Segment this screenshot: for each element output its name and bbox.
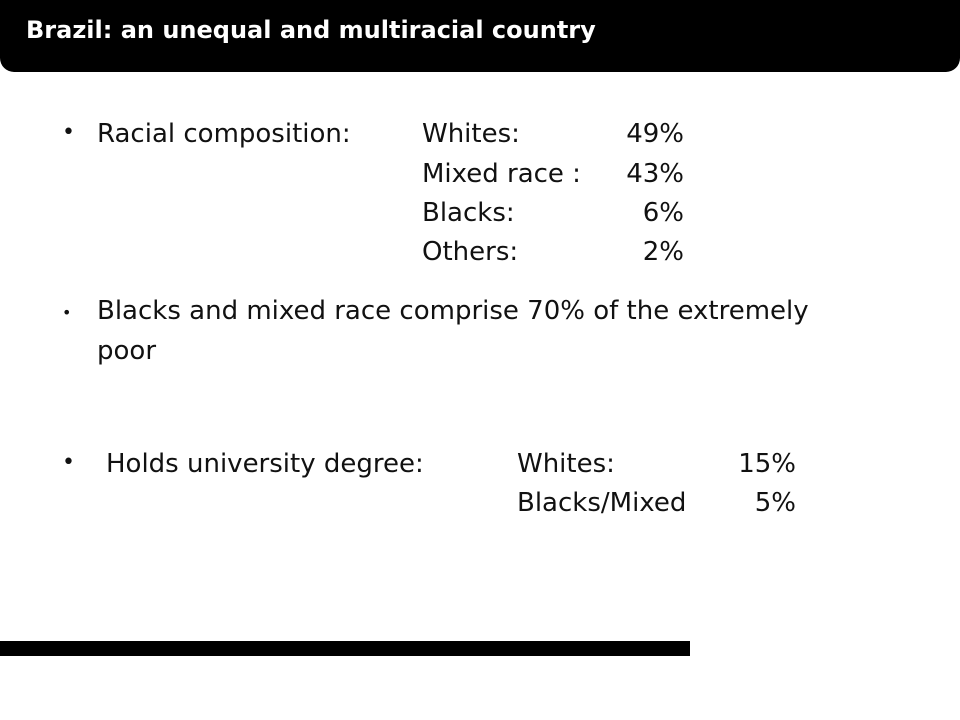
bullet-racial: • — [62, 120, 75, 145]
poor-line-2: poor — [97, 336, 157, 366]
slide-title: Brazil: an unequal and multiracial count… — [26, 16, 596, 44]
university-pct-blacks-mixed: 5% — [754, 488, 796, 518]
racial-group-whites: Whites: — [422, 119, 520, 149]
racial-group-mixed: Mixed race : — [422, 159, 581, 189]
bottom-bar — [0, 641, 690, 656]
poor-line-1: Blacks and mixed race comprise 70% of th… — [97, 296, 809, 326]
bullet-poor: • — [62, 303, 72, 322]
racial-group-blacks: Blacks: — [422, 198, 515, 228]
title-bar: Brazil: an unequal and multiracial count… — [0, 0, 960, 72]
racial-pct-whites: 49% — [626, 119, 684, 149]
racial-pct-mixed: 43% — [626, 159, 684, 189]
racial-pct-others: 2% — [642, 237, 684, 267]
racial-group-others: Others: — [422, 237, 519, 267]
bullet-university: • — [62, 450, 75, 475]
racial-label: Racial composition: — [97, 119, 351, 149]
racial-pct-blacks: 6% — [642, 198, 684, 228]
university-pct-whites: 15% — [738, 449, 796, 479]
university-group-blacks-mixed: Blacks/Mixed — [517, 488, 687, 518]
university-label: Holds university degree: — [106, 449, 424, 479]
university-group-whites: Whites: — [517, 449, 615, 479]
